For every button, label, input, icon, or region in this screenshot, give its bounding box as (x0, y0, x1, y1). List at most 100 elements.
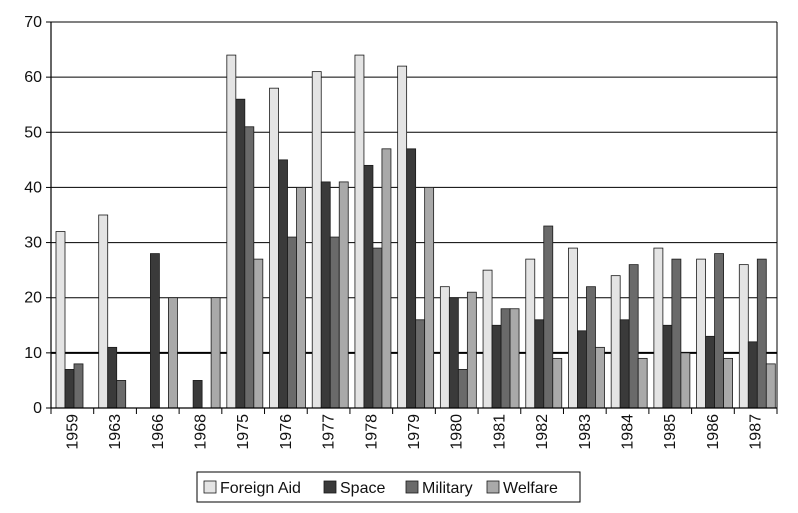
x-tick-label: 1976 (278, 414, 295, 450)
y-tick-label: 0 (33, 400, 42, 417)
legend-label: Space (340, 480, 385, 497)
axes (46, 21, 778, 414)
bar-space (320, 181, 331, 409)
x-tick-label: 1984 (620, 414, 637, 450)
y-tick-label: 40 (24, 179, 42, 196)
bars (55, 54, 776, 409)
bar-space (363, 164, 374, 409)
legend-swatch-foreign-aid (203, 480, 217, 494)
bar-military (457, 368, 468, 409)
bar-welfare (723, 357, 733, 409)
legend-label: Welfare (503, 480, 558, 497)
bar-space (64, 368, 75, 409)
bar-foreign-aid (610, 275, 621, 409)
y-tick-label: 10 (24, 345, 42, 362)
bar-welfare (424, 187, 435, 409)
x-tick-label: 1986 (705, 414, 722, 450)
bar-space (705, 335, 715, 409)
x-tick-label: 1959 (64, 414, 81, 450)
bar-space (448, 297, 459, 409)
bar-military (329, 236, 340, 409)
bar-foreign-aid (696, 258, 706, 409)
bar-space (406, 148, 417, 409)
legend-label: Foreign Aid (220, 480, 301, 497)
bar-welfare (168, 297, 178, 409)
bar-military (287, 236, 297, 409)
legend: Foreign Aid Space Military Welfare (196, 471, 581, 503)
bar-foreign-aid (525, 258, 536, 409)
bar-welfare (338, 181, 349, 409)
y-tick-label: 70 (24, 14, 42, 31)
bar-foreign-aid (98, 214, 109, 409)
x-tick-label: 1980 (449, 414, 466, 450)
legend-swatch-military (405, 480, 419, 494)
bar-military (628, 264, 639, 409)
x-tick-label: 1963 (107, 414, 124, 450)
bar-space (235, 98, 246, 409)
bar-space (534, 319, 545, 409)
bar-military (714, 253, 724, 409)
y-tick-label: 30 (24, 235, 42, 252)
bar-welfare (253, 258, 264, 409)
bar-military (244, 126, 255, 409)
bar-military (586, 286, 596, 409)
bar-military (671, 258, 682, 409)
bar-welfare (381, 148, 392, 409)
bar-welfare (466, 291, 477, 409)
bar-foreign-aid (653, 247, 664, 409)
bar-foreign-aid (439, 286, 450, 409)
bar-military (372, 247, 383, 409)
bar-space (107, 346, 118, 409)
bar-welfare (637, 357, 648, 409)
legend-label: Military (422, 480, 473, 497)
bar-space (150, 253, 160, 409)
bar-military (500, 308, 511, 409)
bar-space (278, 159, 288, 409)
bar-welfare (210, 297, 221, 409)
bar-foreign-aid (397, 65, 408, 409)
bar-military (116, 380, 127, 409)
x-tick-labels: 1959 1963 1966 1968 1975 1976 1977 1978 1979 1980… (64, 414, 764, 450)
bar-military (73, 363, 84, 409)
bar-foreign-aid (55, 231, 66, 409)
bar-foreign-aid (269, 87, 279, 409)
x-tick-label: 1979 (406, 414, 423, 450)
x-tick-label: 1968 (192, 414, 209, 450)
bar-welfare (595, 346, 605, 409)
x-tick-label: 1975 (235, 414, 252, 450)
x-tick-label: 1987 (748, 414, 765, 450)
x-tick-label: 1982 (534, 414, 551, 450)
bar-military (415, 319, 426, 409)
bar-space (192, 380, 203, 409)
bar-space (747, 341, 758, 409)
y-tick-label: 20 (24, 290, 42, 307)
bar-military (756, 258, 767, 409)
bar-welfare (509, 308, 520, 409)
x-tick-label: 1966 (150, 414, 167, 450)
bar-welfare (296, 187, 306, 409)
bar-foreign-aid (738, 264, 749, 409)
bar-welfare (552, 357, 563, 409)
legend-box (196, 471, 581, 503)
bar-foreign-aid (482, 269, 493, 409)
x-tick-label: 1978 (363, 414, 380, 450)
bar-military (543, 225, 554, 409)
bar-welfare (680, 352, 691, 409)
bar-foreign-aid (568, 247, 578, 409)
x-tick-label: 1985 (662, 414, 679, 450)
y-tick-label: 50 (24, 124, 42, 141)
y-tick-label: 60 (24, 69, 42, 86)
legend-swatch-space (323, 480, 337, 494)
legend-swatch-welfare (486, 480, 500, 494)
bar-foreign-aid (354, 54, 365, 409)
bar-space (662, 324, 673, 409)
bar-space (491, 324, 502, 409)
bar-foreign-aid (226, 54, 237, 409)
bar-welfare (765, 363, 776, 409)
bar-space (619, 319, 630, 409)
x-tick-label: 1981 (491, 414, 508, 450)
bar-foreign-aid (311, 71, 322, 409)
x-tick-label: 1977 (321, 414, 338, 450)
y-tick-labels: 0 10 20 30 40 50 60 70 (24, 14, 42, 417)
